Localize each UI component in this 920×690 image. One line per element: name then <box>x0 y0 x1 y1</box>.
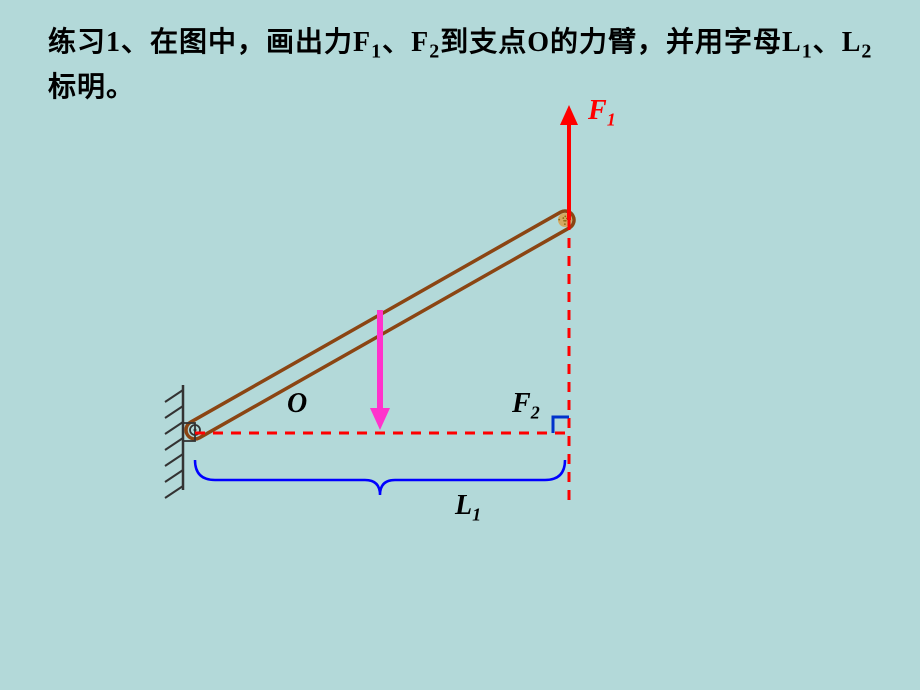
text-suffix: 标明。 <box>48 72 135 103</box>
label-l1: L1 <box>455 490 481 526</box>
problem-statement: 练习1、在图中，画出力F1、F2到支点O的力臂，并用字母L1、L2标明。 <box>48 22 880 109</box>
text-sep2: 、 <box>813 27 842 58</box>
physics-diagram <box>120 100 720 600</box>
text-f1: F <box>353 27 371 58</box>
label-f1: F1 <box>588 95 616 131</box>
text-l1: L <box>782 27 802 58</box>
text-sep1: 、 <box>382 27 411 58</box>
text-l2-sub: 2 <box>861 41 872 63</box>
text-l2: L <box>842 27 862 58</box>
text-prefix: 练习1、在图中，画出力 <box>48 27 353 58</box>
text-mid: 到支点O的力臂，并用字母 <box>440 27 782 58</box>
text-l1-sub: 1 <box>802 41 813 63</box>
label-f2: F2 <box>512 388 540 424</box>
text-f2: F <box>411 27 429 58</box>
label-o: O <box>287 388 307 420</box>
text-f1-sub: 1 <box>371 41 382 63</box>
text-f2-sub: 2 <box>429 41 440 63</box>
diagram-svg <box>120 100 720 600</box>
